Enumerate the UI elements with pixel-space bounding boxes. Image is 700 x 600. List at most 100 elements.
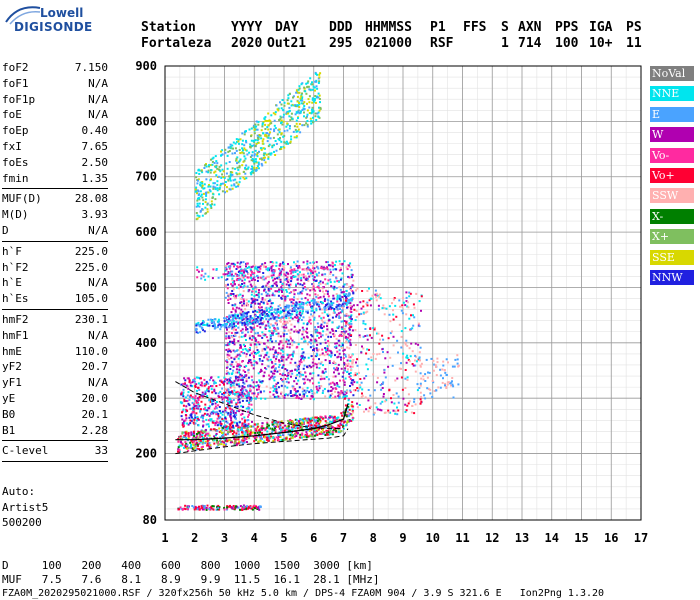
echo-point	[280, 273, 282, 276]
echo-point	[391, 330, 393, 333]
echo-point	[193, 435, 196, 437]
echo-point	[209, 400, 212, 403]
echo-point	[204, 409, 207, 412]
echo-point	[300, 277, 303, 280]
echo-point	[196, 269, 199, 271]
echo-point	[258, 505, 261, 508]
echo-point	[278, 319, 281, 322]
echo-point	[189, 394, 192, 397]
echo-point	[360, 312, 363, 315]
echo-point	[236, 156, 239, 159]
echo-point	[397, 409, 400, 412]
echo-point	[286, 295, 289, 298]
echo-point	[213, 318, 216, 321]
echo-point	[198, 205, 201, 208]
echo-point	[237, 185, 239, 188]
echo-point	[242, 381, 245, 384]
echo-point	[247, 415, 249, 418]
echo-point	[198, 202, 201, 205]
echo-point	[229, 340, 231, 343]
echo-point	[288, 292, 291, 294]
echo-point	[243, 433, 246, 436]
echo-point	[297, 109, 300, 112]
echo-point	[273, 372, 276, 375]
echo-point	[280, 359, 283, 362]
echo-point	[228, 439, 231, 442]
echo-point	[324, 395, 327, 398]
echo-point	[412, 303, 415, 306]
echo-point	[197, 169, 200, 172]
echo-point	[218, 427, 221, 430]
echo-point	[254, 267, 257, 270]
echo-point	[307, 272, 310, 275]
echo-point	[231, 433, 234, 435]
echo-point	[223, 324, 226, 327]
echo-point	[342, 331, 345, 334]
echo-point	[243, 420, 246, 423]
echo-point	[332, 362, 335, 364]
echo-point	[330, 354, 333, 357]
echo-point	[349, 375, 352, 377]
echo-point	[185, 447, 188, 450]
echo-point	[332, 333, 335, 336]
echo-point	[270, 370, 273, 373]
echo-point	[278, 422, 281, 425]
echo-point	[262, 147, 265, 150]
echo-point	[242, 302, 245, 305]
echo-point	[232, 262, 235, 265]
echo-point	[211, 319, 214, 322]
echo-point	[338, 317, 341, 319]
echo-point	[261, 309, 264, 312]
echo-point	[260, 300, 263, 303]
echo-point	[275, 104, 278, 107]
echo-point	[204, 383, 207, 386]
echo-point	[237, 438, 240, 441]
echo-point	[287, 425, 290, 428]
echo-point	[275, 315, 278, 318]
echo-point	[198, 439, 201, 442]
echo-point	[239, 158, 242, 161]
echo-point	[259, 341, 262, 344]
echo-point	[311, 305, 314, 308]
echo-point	[235, 328, 237, 331]
echo-point	[193, 508, 196, 511]
echo-point	[286, 99, 289, 102]
echo-point	[374, 402, 377, 405]
echo-point	[382, 381, 385, 384]
echo-point	[312, 398, 315, 401]
echo-point	[238, 277, 241, 280]
echo-point	[294, 392, 297, 395]
echo-point	[231, 327, 234, 330]
echo-point	[349, 344, 352, 347]
echo-point	[262, 132, 265, 135]
echo-point	[228, 391, 231, 394]
echo-point	[319, 101, 321, 104]
echo-point	[264, 128, 267, 130]
echo-point	[315, 363, 318, 366]
echo-point	[269, 376, 272, 379]
echo-point	[296, 130, 299, 133]
echo-point	[379, 402, 382, 405]
echo-point	[389, 320, 392, 323]
echo-point	[345, 296, 347, 299]
echo-point	[242, 290, 245, 293]
echo-point	[334, 395, 337, 398]
echo-point	[267, 269, 269, 272]
echo-point	[243, 133, 246, 136]
echo-point	[217, 324, 220, 327]
echo-point	[410, 342, 413, 345]
echo-point	[409, 292, 412, 295]
y-tick-label: 400	[135, 336, 157, 350]
echo-point	[299, 371, 302, 374]
echo-point	[259, 276, 262, 279]
echo-point	[183, 398, 186, 401]
echo-point	[327, 314, 330, 317]
echo-point	[278, 131, 281, 134]
echo-point	[317, 427, 320, 430]
echo-point	[313, 347, 315, 350]
echo-point	[290, 138, 293, 141]
echo-point	[373, 328, 376, 331]
echo-point	[201, 430, 204, 433]
echo-point	[333, 330, 336, 333]
echo-point	[374, 326, 376, 329]
